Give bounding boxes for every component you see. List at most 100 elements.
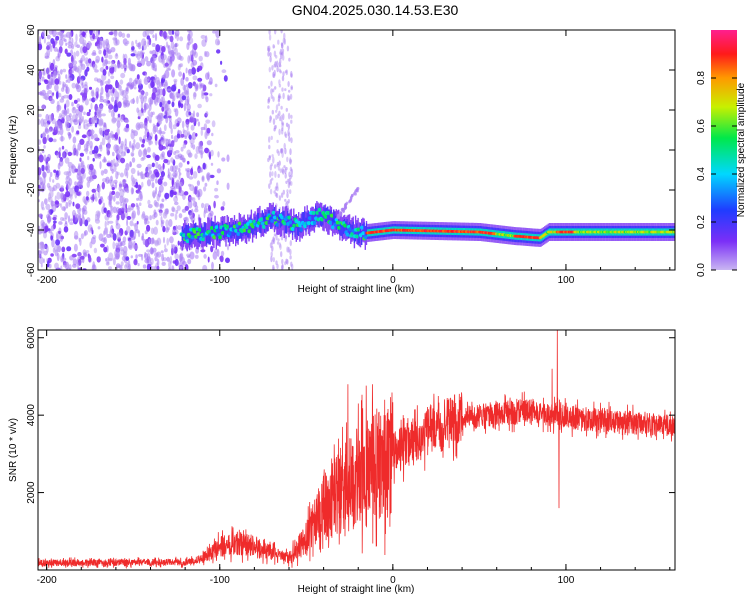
- spectrogram-noise-cell: [176, 205, 181, 211]
- spectrogram-noise-cell: [100, 86, 104, 95]
- spectrogram-noise-cell: [82, 205, 87, 212]
- spectrogram-noise-cell: [136, 107, 140, 113]
- spectrogram-noise-cell: [64, 103, 67, 111]
- spectrogram-noise-cell: [54, 78, 60, 85]
- spectrogram-noise-cell: [187, 82, 193, 89]
- spectrogram-noise-cell: [53, 220, 57, 224]
- spectrogram-band-cell: [283, 213, 285, 238]
- spectrogram-noise-cell: [192, 59, 198, 66]
- spectrogram-noise-cell: [277, 96, 281, 101]
- spectrogram-noise-cell: [154, 265, 157, 270]
- spectrogram-noise-cell: [44, 79, 49, 85]
- spectrogram-noise-cell: [154, 201, 160, 208]
- spectrogram-noise-cell: [45, 203, 51, 210]
- spectrogram-band-cell: [285, 219, 288, 234]
- spectrogram-band-cell: [312, 213, 314, 228]
- spectrogram-noise-cell: [90, 145, 93, 151]
- spectrogram-noise-cell: [186, 169, 190, 179]
- spectrogram-band-cell: [328, 209, 330, 224]
- spectrogram-noise-cell: [144, 122, 148, 130]
- spectrogram-band-core: [288, 220, 293, 225]
- spectrogram-noise-cell: [135, 39, 138, 45]
- spectrogram-noise-cell: [43, 183, 46, 191]
- spectrogram-noise-cell: [65, 85, 68, 94]
- spectrogram-noise-cell: [83, 231, 87, 237]
- spectrogram-noise-cell: [150, 250, 154, 254]
- spectrogram-noise-cell: [180, 133, 185, 138]
- spectrogram-noise-cell: [93, 247, 98, 254]
- spectrogram-noise-cell: [211, 261, 214, 270]
- spectrogram-noise-cell: [67, 41, 73, 46]
- spectrogram-band-cell: [365, 223, 368, 238]
- spectrogram-noise-cell: [158, 55, 164, 63]
- spectrogram-noise-cell: [101, 181, 106, 190]
- spectrogram-noise-cell: [160, 96, 164, 104]
- spectrogram-band-cell: [364, 226, 366, 241]
- spectrogram-noise-cell: [62, 263, 68, 268]
- spectrogram-noise-cell: [106, 128, 110, 133]
- snr-ytick-label: 4000: [26, 404, 37, 427]
- spectrogram-noise-cell: [203, 92, 209, 96]
- spectrogram-noise-cell: [142, 264, 147, 269]
- spectrogram-noise-cell: [192, 75, 198, 81]
- spectrogram-noise-cell: [285, 258, 288, 264]
- spectrogram-noise-cell: [126, 207, 132, 213]
- spectrogram-noise-cell: [76, 252, 82, 257]
- spectrogram-noise-cell: [134, 184, 138, 188]
- spectrogram-noise-cell: [288, 89, 291, 93]
- spectrogram-noise-cell: [275, 260, 278, 266]
- spectrogram-noise-cell: [80, 167, 85, 174]
- spectrogram-noise-cell: [140, 157, 145, 162]
- spectrogram-noise-cell: [49, 171, 53, 178]
- spectrogram-band-core: [192, 229, 198, 234]
- spectrogram-noise-cell: [73, 99, 78, 104]
- spectrogram-noise-cell: [59, 69, 63, 75]
- spectrogram-noise-cell: [274, 86, 277, 90]
- spectrogram-noise-cell: [54, 84, 59, 92]
- spectrogram-noise-cell: [349, 199, 352, 203]
- spectrogram-band-core: [307, 216, 313, 221]
- spectrogram-noise-cell: [105, 176, 110, 184]
- spectrogram-band-cell: [186, 225, 188, 240]
- spectrogram-noise-cell: [289, 148, 292, 156]
- spectrogram-noise-cell: [46, 260, 50, 268]
- spectrogram-noise-cell: [146, 154, 151, 159]
- spectrogram-noise-cell: [91, 128, 94, 138]
- spectrogram-noise-cell: [155, 171, 160, 178]
- spectrogram-noise-cell: [43, 258, 45, 264]
- spectrogram-noise-cell: [38, 256, 44, 265]
- spectrogram-noise-cell: [267, 105, 270, 109]
- spectrogram-noise-cell: [50, 253, 54, 257]
- spectrogram-noise-cell: [91, 188, 97, 193]
- spectrogram-noise-cell: [99, 99, 104, 103]
- spectrogram-noise-cell: [284, 235, 287, 242]
- spectrogram-noise-cell: [182, 142, 187, 149]
- spectrogram-noise-cell: [120, 140, 125, 147]
- spectrogram-noise-cell: [61, 151, 66, 160]
- spectrogram-noise-cell: [88, 86, 93, 90]
- spectrogram-noise-cell: [143, 95, 147, 103]
- spectrogram-noise-cell: [66, 181, 71, 190]
- spectrogram-noise-cell: [187, 258, 192, 265]
- spectrogram-noise-cell: [125, 256, 130, 261]
- spectrogram-noise-cell: [166, 237, 169, 246]
- spectrogram-noise-cell: [38, 231, 42, 235]
- spectrogram-noise-cell: [76, 98, 81, 102]
- spectrogram-noise-cell: [42, 71, 46, 76]
- spectrogram-noise-cell: [171, 165, 177, 173]
- spectrogram-noise-cell: [126, 40, 130, 45]
- spectrogram-noise-cell: [62, 217, 67, 222]
- spectrogram-noise-cell: [137, 62, 141, 67]
- spectrogram-noise-cell: [125, 162, 130, 171]
- spectrogram-band-core: [330, 225, 336, 230]
- spectrogram-band-cell: [362, 223, 364, 238]
- spectrogram-noise-cell: [75, 150, 79, 156]
- spectrogram-noise-cell: [112, 241, 116, 250]
- spectrogram-noise-cell: [278, 83, 282, 88]
- spectrogram-noise-cell: [48, 192, 52, 201]
- spectrogram-noise-cell: [116, 64, 121, 69]
- spectrogram-noise-cell: [269, 188, 273, 195]
- spectrogram-noise-cell: [157, 258, 160, 267]
- spectrogram-noise-cell: [282, 92, 285, 100]
- spectrogram-noise-cell: [65, 114, 71, 122]
